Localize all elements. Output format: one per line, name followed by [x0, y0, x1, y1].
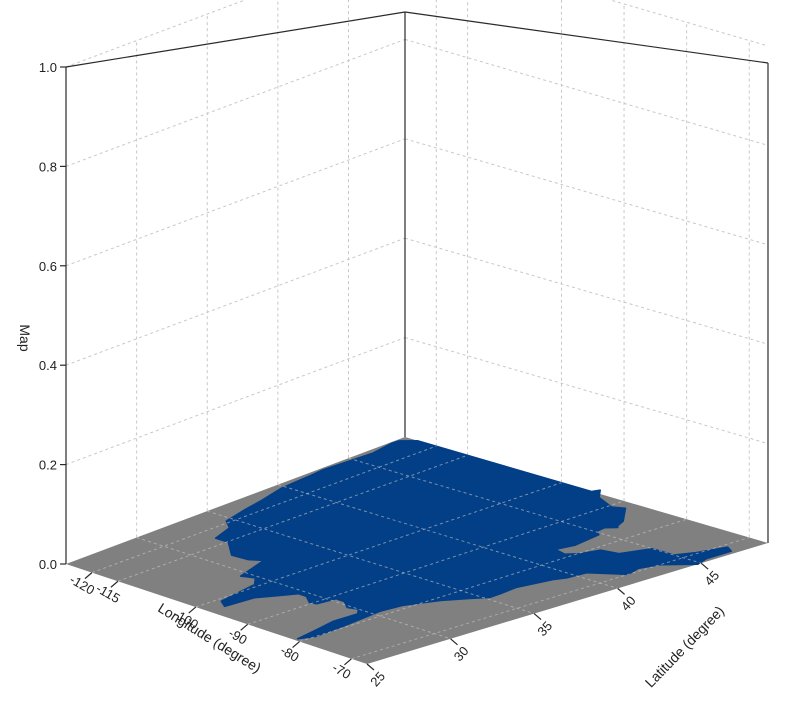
y-tick-mark: [617, 587, 626, 595]
left-wall: [66, 12, 405, 564]
z-axis-ticks: 0.0 0.2 0.4 0.6 0.8 1.0: [39, 60, 66, 572]
y-tick-mark: [450, 638, 458, 646]
y-tick-label: 40: [618, 593, 639, 614]
floor-gridline-y: [348, 457, 702, 564]
x-tick-mark: [84, 572, 93, 580]
x-tick-mark: [188, 606, 197, 614]
floor-gridline-x: [117, 454, 468, 582]
y-tick-label: 45: [701, 568, 722, 589]
chart-walls: [66, 12, 768, 564]
y-tick-mark: [366, 663, 375, 671]
left-wall-gridline-z: [65, 337, 406, 466]
z-tick-label: 0.8: [39, 159, 57, 174]
floor-gridline-y: [277, 484, 618, 589]
z-tick-label: 0.6: [39, 259, 57, 274]
map-surface: [214, 439, 733, 640]
z-axis-title: Map: [17, 324, 33, 351]
left-wall-top-edge: [65, 11, 406, 68]
y-tick-label: 35: [534, 618, 555, 639]
z-tick-label: 0.2: [39, 458, 57, 473]
y-tick-label: 30: [451, 643, 472, 664]
x-tick-mark: [292, 641, 300, 649]
left-wall-gridline-z: [65, 0, 247, 68]
x-tick-label: -120: [67, 572, 97, 598]
z-tick-label: 1.0: [39, 60, 57, 75]
floor-gridlines: [91, 445, 750, 660]
floor-gridline-x: [299, 518, 687, 643]
y-tick-mark: [533, 613, 542, 621]
chart-gridlines: [65, 0, 769, 538]
y-axis-title: Latitude (degree): [642, 603, 728, 691]
x-tick-mark: [110, 580, 119, 588]
x-tick-label: -70: [330, 660, 354, 682]
z-tick-label: 0.0: [39, 557, 57, 572]
x-tick-label: -115: [94, 581, 123, 607]
axis-frame: [65, 11, 769, 564]
x-tick-mark: [240, 623, 249, 631]
floor-gridline-x: [91, 445, 437, 574]
x-tick-mark: [344, 658, 352, 666]
y-tick-mark: [700, 562, 709, 570]
z-tick-label: 0.4: [39, 358, 57, 373]
y-tick-label: 25: [367, 669, 388, 690]
right-wall: [405, 12, 768, 543]
floor-gridline-y: [136, 537, 451, 640]
x-tick-label: -80: [278, 642, 302, 664]
right-wall-top-edge: [404, 11, 769, 64]
floor-gridline-x: [195, 482, 562, 608]
left-wall-gridline-z: [65, 138, 406, 267]
